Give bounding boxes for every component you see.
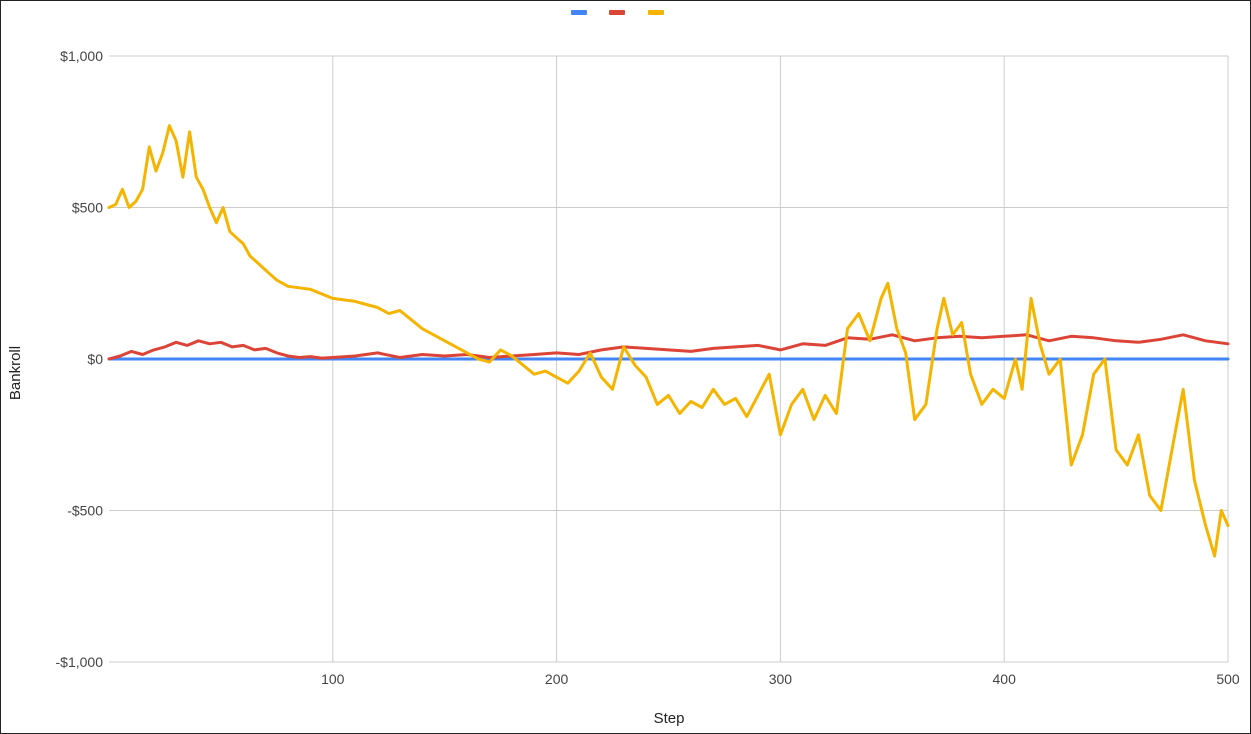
legend (571, 10, 664, 15)
series-line-2 (107, 333, 1230, 361)
y-tick-label: $500 (72, 200, 103, 216)
x-axis-title: Step (654, 710, 685, 727)
y-axis-title: Bankroll (7, 346, 24, 400)
y-tick-labels: $1,000 $500 $0 -$500 -$1,000 (56, 48, 104, 670)
x-tick-label: 400 (993, 671, 1017, 687)
series-lines (107, 124, 1230, 558)
x-tick-label: 100 (321, 671, 345, 687)
y-tick-label: -$1,000 (56, 654, 104, 670)
x-tick-label: 300 (769, 671, 793, 687)
legend-swatch-3 (648, 10, 664, 15)
x-tick-label: 500 (1216, 671, 1240, 687)
legend-swatch-2 (609, 10, 625, 15)
legend-swatch-1 (571, 10, 587, 15)
series-line-3 (107, 124, 1230, 558)
y-tick-label: $1,000 (60, 48, 103, 64)
y-tick-label: -$500 (67, 503, 103, 519)
x-tick-labels: 100 200 300 400 500 (321, 671, 1240, 687)
y-tick-label: $0 (87, 351, 103, 367)
x-tick-label: 200 (545, 671, 569, 687)
